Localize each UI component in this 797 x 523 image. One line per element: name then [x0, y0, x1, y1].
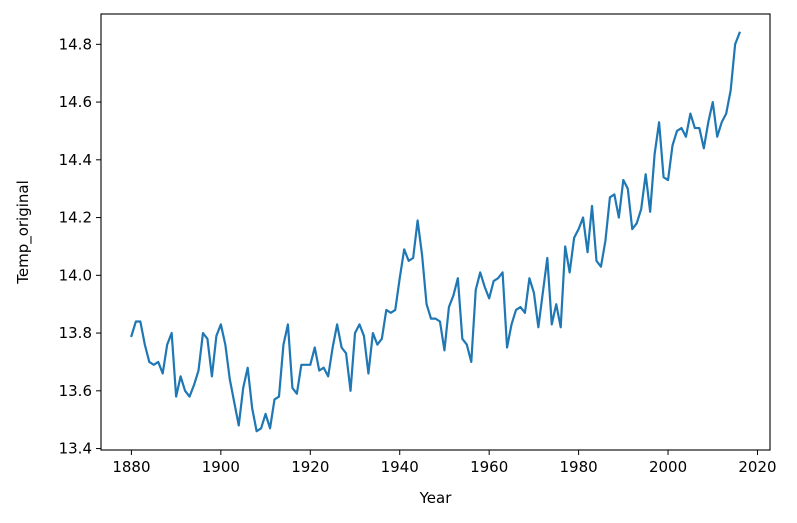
- plot-background: [101, 14, 770, 450]
- x-tick-label: 1880: [112, 458, 150, 476]
- x-tick-label: 1900: [202, 458, 240, 476]
- plot-frame: [100, 13, 771, 451]
- y-tick-label: 14.2: [59, 209, 92, 227]
- plot-area: [130, 31, 742, 433]
- x-axis: 1880 1900 1920 1940 1960 1980 2000 2020: [112, 450, 777, 476]
- y-tick-label: 14.4: [59, 151, 92, 169]
- x-axis-title: Year: [419, 489, 453, 507]
- y-tick-label: 13.6: [59, 382, 92, 400]
- y-tick-label: 13.4: [59, 440, 92, 458]
- x-tick-label: 1960: [470, 458, 508, 476]
- y-axis: 13.4 13.6 13.8 14.0 14.2 14.4 14.6 14.8: [59, 35, 101, 458]
- x-tick-label: 2020: [738, 458, 776, 476]
- y-tick-label: 13.8: [59, 324, 92, 342]
- x-tick-label: 1940: [381, 458, 419, 476]
- y-tick-label: 14.0: [59, 266, 92, 284]
- x-tick-label: 1980: [560, 458, 598, 476]
- x-tick-label: 1920: [291, 458, 329, 476]
- y-tick-label: 14.8: [59, 35, 92, 53]
- series-line: [130, 31, 742, 433]
- y-axis-title: Temp_original: [14, 180, 33, 285]
- y-tick-label: 14.6: [59, 93, 92, 111]
- x-tick-label: 2000: [649, 458, 687, 476]
